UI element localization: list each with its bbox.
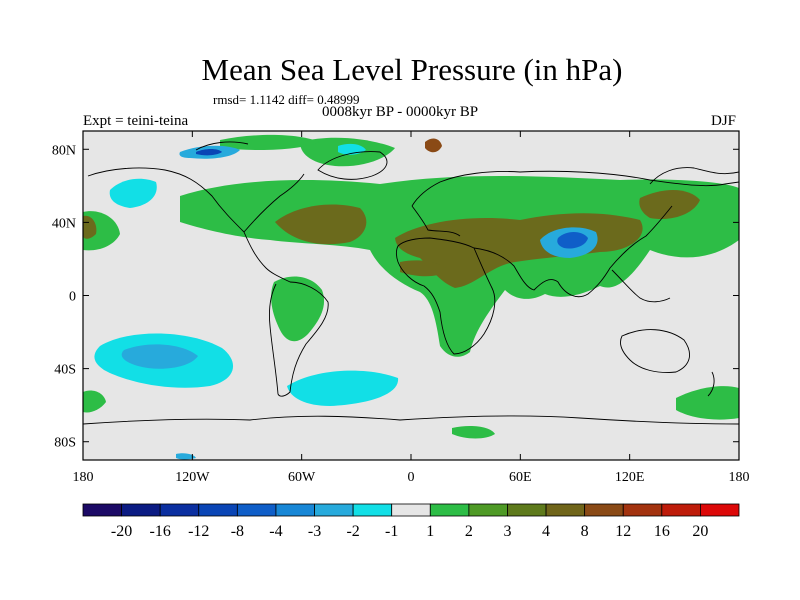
y-tick-label: 80S: [54, 436, 76, 451]
rmsd-diff-stats: rmsd= 1.1142 diff= 0.48999: [213, 92, 360, 107]
colorbar-swatch: [700, 503, 740, 517]
season-label: DJF: [711, 113, 737, 129]
chart-title: Mean Sea Level Pressure (in hPa): [201, 52, 623, 87]
colorbar-swatch: [314, 503, 354, 517]
coastlines: [83, 141, 739, 425]
colorbar-label: -16: [150, 523, 171, 540]
colorbar-swatch: [236, 503, 277, 517]
anomaly-atlantic-strong: [275, 204, 367, 245]
colorbar-swatch: [352, 503, 393, 517]
colorbar-swatch: [391, 503, 431, 517]
y-tick-label: 80N: [52, 143, 76, 158]
colorbar-swatch: [429, 503, 470, 517]
colorbar-label: -1: [385, 523, 398, 540]
colorbar-swatch: [121, 503, 161, 517]
x-tick-label: 0: [408, 470, 415, 485]
anomaly-east-asia-strong: [639, 189, 700, 220]
colorbar-label: 8: [581, 523, 589, 540]
colorbar-label: 1: [426, 523, 434, 540]
y-tick-label: 40N: [52, 216, 76, 231]
colorbar-label: -12: [188, 523, 209, 540]
colorbar-swatch: [622, 503, 663, 517]
colorbar-swatch: [82, 503, 122, 517]
anomaly-tibet-core: [557, 232, 588, 249]
colorbar-label: -2: [346, 523, 359, 540]
x-tick-label: 180: [73, 470, 94, 485]
period-subtitle: 0008kyr BP - 0000kyr BP: [322, 104, 479, 120]
anomaly-antarctic-positive: [452, 426, 495, 439]
experiment-label: Expt = teini-teina: [83, 113, 189, 129]
anomaly-sw-pacific-positive: [676, 386, 739, 420]
x-tick-label: 120E: [615, 470, 645, 485]
x-tick-label: 120W: [175, 470, 210, 485]
x-tick-label: 180: [729, 470, 750, 485]
anomaly-south-pacific-core: [121, 344, 198, 369]
colorbar-label: 16: [654, 523, 670, 540]
x-tick-label: 60W: [288, 470, 316, 485]
colorbar-swatch: [275, 503, 315, 517]
y-tick-label: 40S: [54, 363, 76, 378]
colorbar-label: 12: [615, 523, 631, 540]
colorbar-swatch: [198, 503, 238, 517]
colorbar-label: -3: [308, 523, 321, 540]
colorbar-swatch: [159, 503, 200, 517]
axis-ticks: 180 120W 60W 0 60E 120E 180 80N 40N 0 40S 80S: [52, 131, 750, 485]
colorbar-label: 20: [692, 523, 708, 540]
colorbar-swatch: [468, 503, 508, 517]
y-tick-label: 0: [69, 290, 76, 305]
anomaly-arctic-core: [196, 149, 222, 156]
anomaly-se-pacific-positive: [83, 390, 106, 413]
anomaly-south-america-positive: [271, 276, 325, 342]
colorbar-swatch: [661, 503, 701, 517]
anomaly-pacific-west-strong: [83, 215, 97, 239]
colorbar-label: 4: [542, 523, 550, 540]
colorbar-label: -20: [111, 523, 132, 540]
colorbar-label: 3: [503, 523, 511, 540]
anomaly-north-pacific-negative: [109, 178, 157, 208]
colorbar-label: -8: [231, 523, 244, 540]
anomaly-south-atlantic-negative: [287, 370, 399, 406]
colorbar: -20 -16 -12 -8 -4 -3 -2 -1 1 2 3 4 8 12 16 20: [82, 503, 740, 540]
colorbar-swatch: [584, 503, 624, 517]
anomaly-fields: [83, 134, 739, 460]
colorbar-label: -4: [269, 523, 282, 540]
colorbar-swatch: [507, 503, 547, 517]
anomaly-scandinavia-strong: [425, 138, 442, 153]
colorbar-swatch: [545, 503, 586, 517]
anomaly-north-africa-strong: [400, 260, 448, 277]
anomaly-antarctic-negative: [176, 453, 196, 460]
anomaly-arctic-positive: [220, 134, 320, 150]
colorbar-label: 2: [465, 523, 473, 540]
x-tick-label: 60E: [509, 470, 532, 485]
